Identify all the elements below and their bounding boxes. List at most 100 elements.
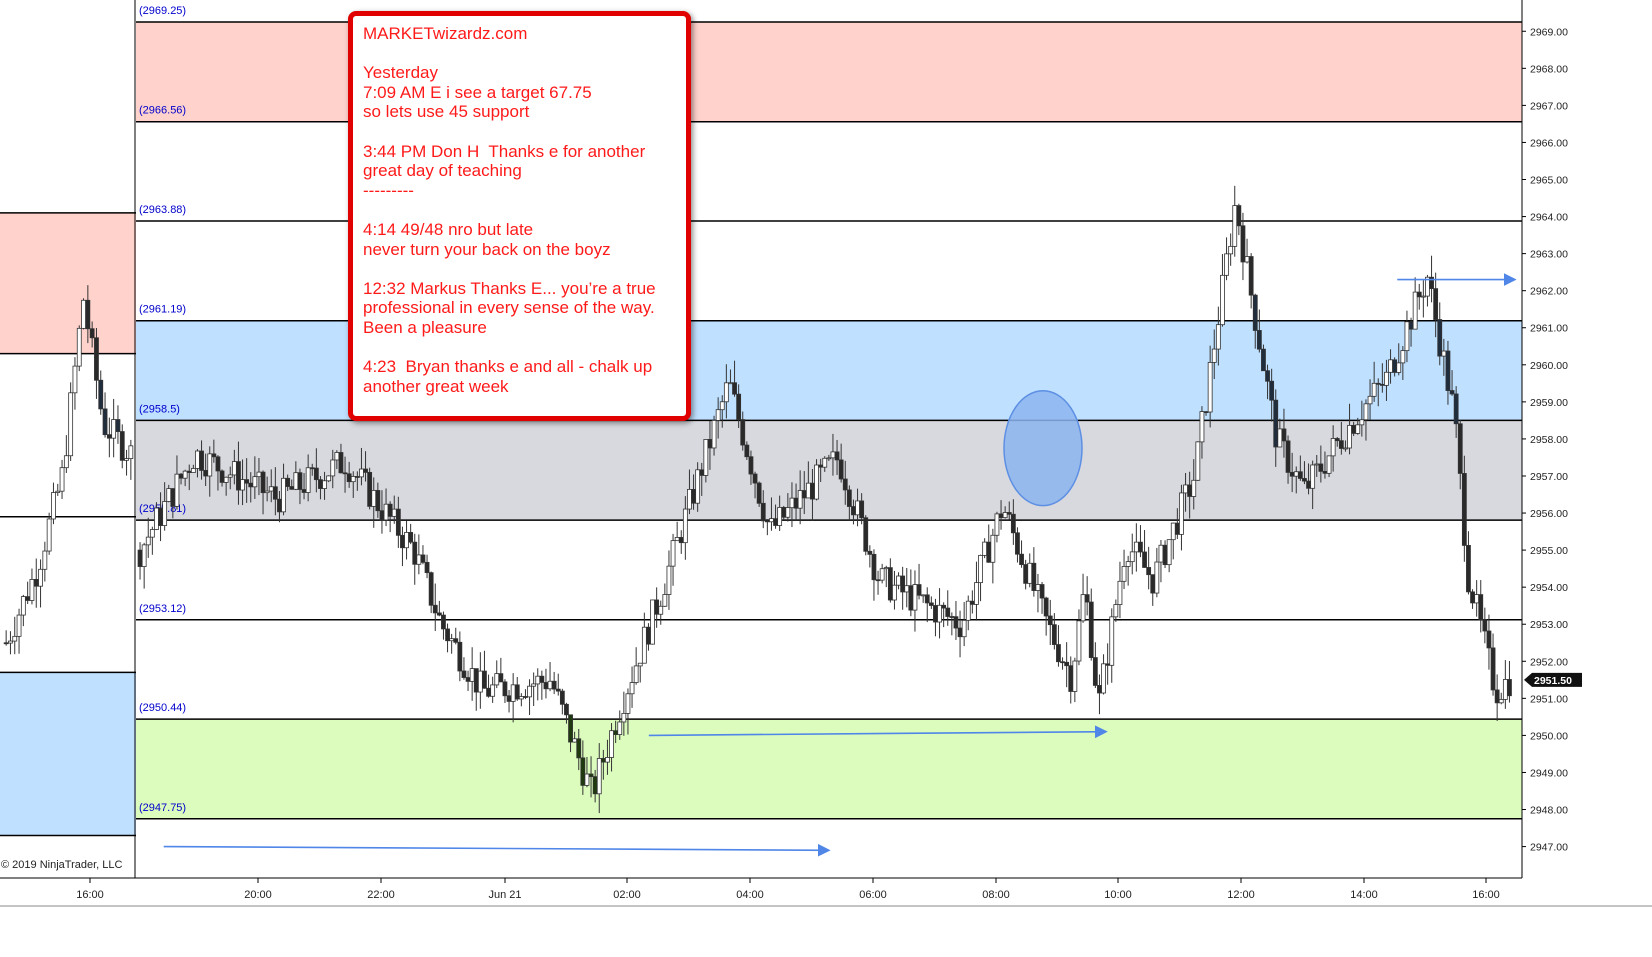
candle bbox=[1457, 423, 1463, 474]
level-label: (2947.75) bbox=[139, 802, 186, 814]
candle bbox=[145, 536, 151, 546]
candle bbox=[691, 489, 696, 504]
candle bbox=[416, 554, 422, 565]
candle bbox=[584, 773, 590, 786]
candle bbox=[1400, 350, 1406, 364]
note-line: MARKETwizardz.com bbox=[363, 24, 528, 43]
candle bbox=[1261, 348, 1266, 372]
candle bbox=[965, 600, 971, 621]
candle bbox=[1281, 428, 1287, 442]
candle bbox=[719, 401, 725, 411]
candle bbox=[215, 456, 221, 472]
candle bbox=[1256, 330, 1262, 350]
candle bbox=[1416, 291, 1422, 298]
candles-layer bbox=[3, 185, 1512, 814]
note-line bbox=[363, 44, 686, 64]
candle bbox=[1072, 660, 1078, 692]
candle bbox=[1158, 544, 1164, 563]
candle bbox=[1187, 484, 1193, 497]
candle bbox=[1076, 620, 1082, 662]
price-tick-label: 2953.00 bbox=[1530, 619, 1568, 631]
candle bbox=[773, 518, 778, 526]
candle bbox=[1236, 205, 1242, 227]
candle bbox=[293, 472, 299, 490]
candle bbox=[879, 568, 885, 581]
candle bbox=[297, 472, 303, 490]
candle bbox=[1117, 580, 1123, 605]
candle bbox=[1240, 225, 1246, 263]
candle bbox=[822, 457, 828, 468]
candle bbox=[395, 508, 401, 536]
annotations-layer bbox=[163, 273, 1517, 857]
price-tick-label: 2968.00 bbox=[1530, 63, 1568, 75]
price-tick-label: 2965.00 bbox=[1530, 175, 1568, 187]
price-tick-label: 2957.00 bbox=[1530, 471, 1568, 483]
candle bbox=[666, 565, 672, 595]
price-tick-label: 2959.00 bbox=[1530, 397, 1568, 409]
candle bbox=[305, 467, 311, 493]
candle bbox=[764, 520, 770, 523]
prior-candle bbox=[38, 568, 43, 587]
prior-candle bbox=[51, 492, 56, 520]
candle bbox=[367, 471, 373, 507]
candle bbox=[961, 619, 967, 638]
candle bbox=[174, 473, 180, 507]
candle bbox=[428, 572, 434, 606]
note-line: 3:44 PM Don H Thanks e for another bbox=[363, 141, 646, 161]
candle bbox=[1031, 562, 1037, 591]
candle bbox=[195, 450, 200, 469]
candle bbox=[1338, 440, 1344, 449]
candle bbox=[318, 479, 323, 489]
prior-candle bbox=[106, 434, 112, 439]
candle bbox=[572, 738, 578, 743]
candle bbox=[359, 468, 364, 478]
candle bbox=[883, 567, 889, 570]
candle bbox=[957, 627, 963, 638]
price-tick-label: 2969.00 bbox=[1530, 26, 1568, 38]
candle bbox=[830, 451, 836, 459]
candle bbox=[1375, 382, 1381, 385]
candle bbox=[1088, 601, 1094, 658]
candle bbox=[633, 665, 639, 683]
candle bbox=[1064, 661, 1070, 667]
candle bbox=[309, 467, 315, 470]
candle bbox=[477, 670, 483, 693]
candle bbox=[256, 471, 262, 478]
candle bbox=[662, 594, 668, 607]
candle bbox=[789, 497, 795, 509]
prior-candle bbox=[72, 365, 78, 394]
level-label: (2958.5) bbox=[139, 403, 180, 415]
candle bbox=[818, 464, 824, 468]
note-line: Yesterday bbox=[363, 63, 438, 83]
candle bbox=[982, 541, 988, 556]
candle bbox=[904, 585, 910, 593]
candle bbox=[875, 579, 881, 582]
prior-candle bbox=[33, 578, 39, 587]
candle bbox=[1408, 321, 1414, 330]
candle bbox=[186, 470, 192, 473]
candle bbox=[1179, 492, 1184, 535]
candle bbox=[482, 670, 487, 689]
prior-candle bbox=[119, 431, 125, 461]
candle bbox=[1285, 440, 1291, 473]
zone-blue bbox=[136, 320, 1522, 421]
candle bbox=[231, 461, 237, 476]
candle bbox=[1195, 441, 1201, 481]
candle bbox=[227, 474, 233, 478]
price-tick-label: 2947.00 bbox=[1530, 842, 1568, 854]
candle bbox=[892, 584, 897, 601]
candle bbox=[670, 540, 676, 567]
prior-candle bbox=[115, 419, 121, 432]
candle bbox=[625, 693, 631, 714]
candle bbox=[514, 684, 520, 700]
current-price-tag bbox=[1524, 672, 1582, 687]
candle bbox=[769, 518, 774, 523]
candle bbox=[1371, 382, 1377, 397]
levels-layer: (2969.25) (2966.56) (2963.88) (2961.19) (295… bbox=[0, 5, 1522, 837]
candle bbox=[166, 488, 172, 502]
time-tick-label: 16:00 bbox=[1472, 889, 1500, 901]
candle bbox=[1224, 253, 1229, 276]
candle bbox=[613, 730, 619, 735]
candle bbox=[473, 668, 479, 693]
